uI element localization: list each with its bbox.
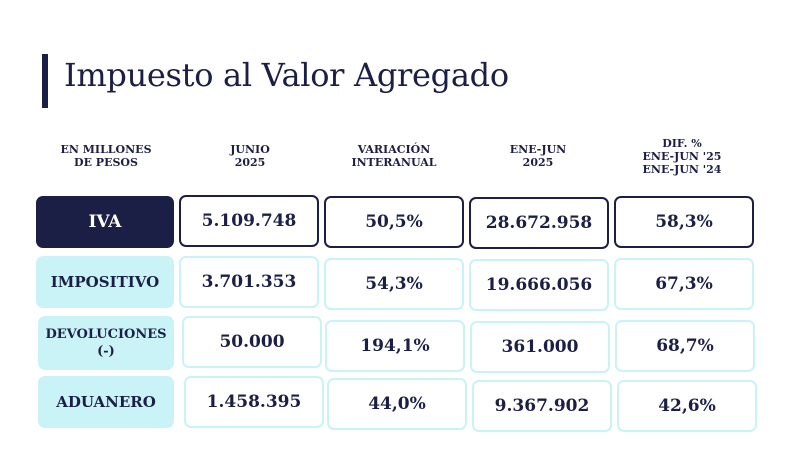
row-label-devoluciones: DEVOLUCIONES (-) xyxy=(38,316,174,370)
cell-aduanero-junio: 1.458.395 xyxy=(184,376,324,428)
cell-impositivo-dif: 67,3% xyxy=(614,258,754,310)
cell-impositivo-variacion: 54,3% xyxy=(324,258,464,310)
cell-iva-enejun: 28.672.958 xyxy=(469,197,609,249)
cell-devoluciones-dif: 68,7% xyxy=(615,320,755,372)
header-variacion-interanual: VARIACIÓN INTERANUAL xyxy=(351,143,437,169)
cell-iva-variacion: 50,5% xyxy=(324,196,464,248)
cell-iva-dif: 58,3% xyxy=(614,196,754,248)
cell-devoluciones-variacion: 194,1% xyxy=(325,320,465,372)
cell-aduanero-enejun: 9.367.902 xyxy=(472,380,612,432)
cell-aduanero-variacion: 44,0% xyxy=(327,378,467,430)
cell-impositivo-junio: 3.701.353 xyxy=(179,256,319,308)
row-label-aduanero: ADUANERO xyxy=(38,376,174,428)
cell-iva-junio: 5.109.748 xyxy=(179,195,319,247)
cell-devoluciones-junio: 50.000 xyxy=(182,316,322,368)
page-title: Impuesto al Valor Agregado xyxy=(64,56,509,94)
row-label-impositivo: IMPOSITIVO xyxy=(36,256,174,308)
cell-aduanero-dif: 42,6% xyxy=(617,380,757,432)
header-units: EN MILLONES DE PESOS xyxy=(60,143,152,169)
cell-impositivo-enejun: 19.666.056 xyxy=(469,259,609,311)
cell-devoluciones-enejun: 361.000 xyxy=(470,321,610,373)
title-accent-bar xyxy=(42,54,48,108)
row-label-iva: IVA xyxy=(36,196,174,248)
header-dif-porcentual: DIF. % ENE-JUN '25 ENE-JUN '24 xyxy=(642,136,722,176)
header-ene-jun-2025: ENE-JUN 2025 xyxy=(509,143,567,169)
header-junio-2025: JUNIO 2025 xyxy=(230,143,270,169)
